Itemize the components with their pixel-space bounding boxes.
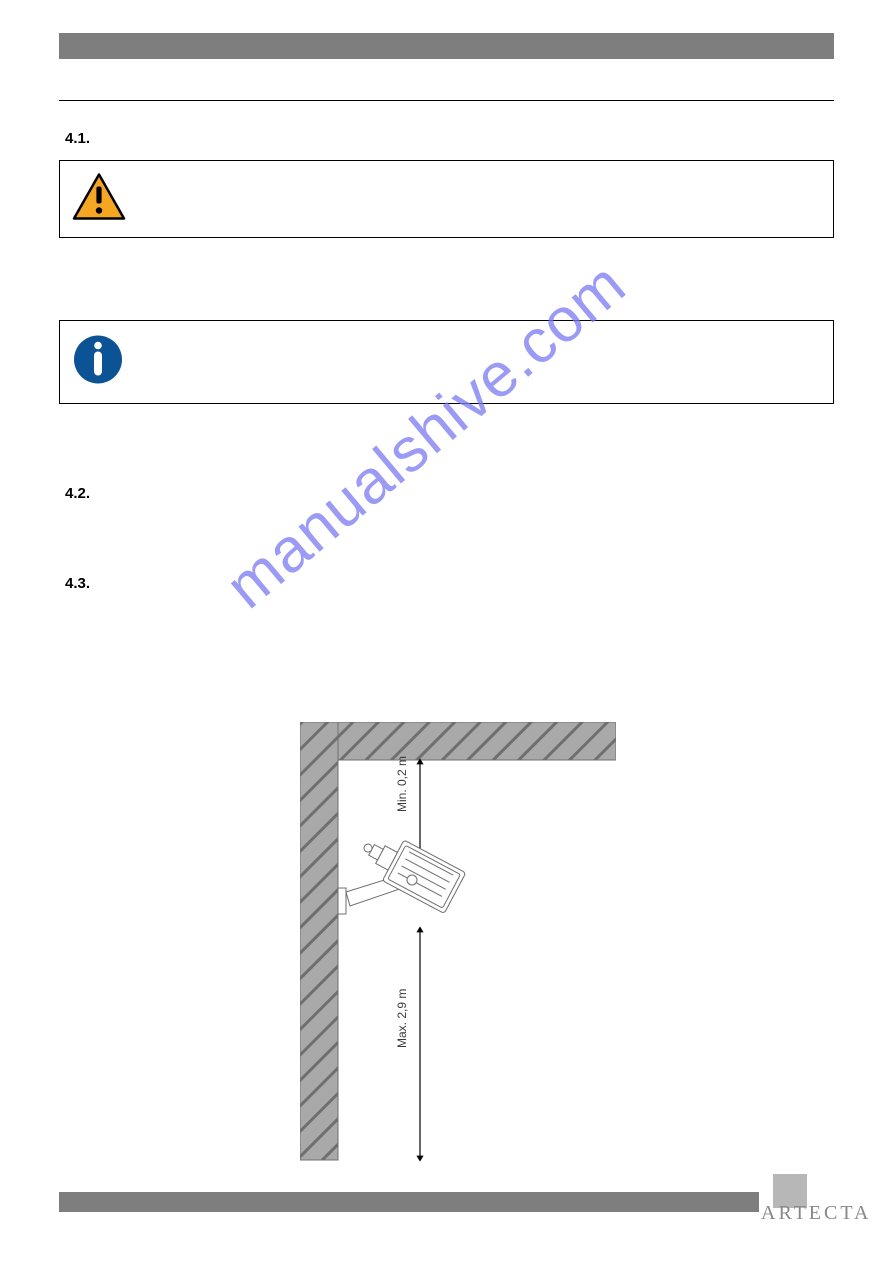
notice-box [59,320,834,404]
watermark-text: manualshive.com [213,208,688,622]
section-rule [59,100,834,101]
footer-bar [59,1192,759,1212]
logo-text: ARTECTA [761,1202,853,1225]
warning-triangle-icon [72,173,126,226]
header-bar [59,33,834,59]
section-number-4-3: 4.3. [65,575,90,592]
dim-label-top: Min. 0,2 m [395,756,409,812]
brand-logo: ARTECTA [761,1174,853,1225]
section-number-4-2: 4.2. [65,485,90,502]
installation-diagram: Min. 0,2 m Max. 2,9 m [300,722,616,1162]
warning-box [59,160,834,238]
dim-label-bottom: Max. 2,9 m [395,989,409,1048]
section-number-4-1: 4.1. [65,130,90,147]
device-drawing [338,825,466,914]
mandatory-circle-icon [72,334,124,391]
